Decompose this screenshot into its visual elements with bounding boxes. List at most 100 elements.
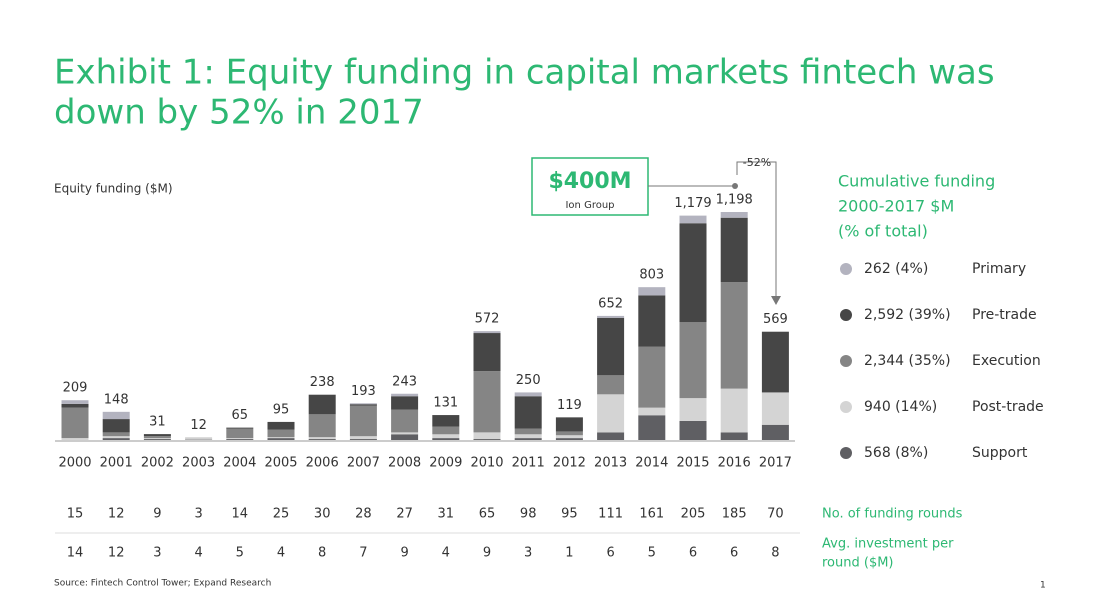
legend-value: 568 (8%) xyxy=(864,445,928,461)
row-value: 8 xyxy=(318,546,326,561)
legend-value: 2,344 (35%) xyxy=(864,353,951,369)
bar-segment xyxy=(103,412,130,419)
bar-segment xyxy=(721,389,748,433)
row-value: 4 xyxy=(194,546,202,561)
bar-segment xyxy=(762,392,789,424)
x-tick-label: 2017 xyxy=(759,456,792,471)
row-value: 3 xyxy=(153,546,161,561)
bar-segment xyxy=(103,438,130,440)
row-value: 9 xyxy=(400,546,408,561)
bar-segment xyxy=(680,216,707,224)
legend-name: Pre-trade xyxy=(972,307,1037,323)
total-label: 119 xyxy=(557,398,582,413)
total-label: 209 xyxy=(63,381,88,396)
bar-segment xyxy=(309,439,336,440)
bar-segment xyxy=(350,439,377,440)
x-tick-label: 2015 xyxy=(676,456,709,471)
bar-segment xyxy=(638,415,665,440)
bar-segment xyxy=(474,432,501,439)
bar-segment xyxy=(432,415,459,427)
row-value: 6 xyxy=(730,546,738,561)
x-tick-label: 2001 xyxy=(100,456,133,471)
bar-segment xyxy=(556,438,583,440)
legend-name: Primary xyxy=(972,261,1026,277)
annotation-text: Ion Group xyxy=(565,200,614,211)
total-label: 193 xyxy=(351,384,376,399)
total-label: 569 xyxy=(763,312,788,327)
page-number: 1 xyxy=(1040,581,1046,591)
row-value: 6 xyxy=(606,546,614,561)
bar-segment xyxy=(309,437,336,439)
legend-title: (% of total) xyxy=(838,222,928,241)
row-value: 12 xyxy=(108,546,125,561)
x-tick-label: 2006 xyxy=(306,456,339,471)
row-value: 25 xyxy=(273,507,290,522)
row-value: 98 xyxy=(520,507,537,522)
total-label: 1,198 xyxy=(716,193,753,208)
axis-label: Equity funding ($M) xyxy=(54,182,173,196)
bar-segment xyxy=(638,408,665,416)
legend-name: Execution xyxy=(972,353,1041,369)
bar-segment xyxy=(680,398,707,421)
source: Source: Fintech Control Tower; Expand Re… xyxy=(54,579,271,589)
bar-segment xyxy=(597,432,624,440)
row-value: 27 xyxy=(396,507,413,522)
bar-segment xyxy=(638,347,665,408)
row-value: 28 xyxy=(355,507,372,522)
x-tick-label: 2005 xyxy=(264,456,297,471)
x-tick-label: 2000 xyxy=(58,456,91,471)
row-value: 14 xyxy=(232,507,249,522)
bar-segment xyxy=(391,432,418,434)
bar-segment xyxy=(432,427,459,435)
x-tick-label: 2008 xyxy=(388,456,421,471)
bar-segment xyxy=(226,428,253,429)
bar-segment xyxy=(62,400,89,404)
total-label: 65 xyxy=(232,408,249,423)
bar-segment xyxy=(62,404,89,408)
bar-segment xyxy=(721,432,748,440)
bar-segment xyxy=(268,422,295,430)
row-value: 3 xyxy=(524,546,532,561)
total-label: 95 xyxy=(273,402,290,417)
bar-segment xyxy=(474,439,501,440)
legend-value: 262 (4%) xyxy=(864,261,928,277)
total-label: 238 xyxy=(310,375,335,390)
x-tick-label: 2004 xyxy=(223,456,256,471)
bar-segment xyxy=(597,375,624,394)
bar-segment xyxy=(515,392,542,396)
legend-swatch xyxy=(840,309,852,321)
row-value: 9 xyxy=(483,546,491,561)
row-value: 3 xyxy=(194,507,202,522)
total-label: 31 xyxy=(149,415,166,430)
row-label: No. of funding rounds xyxy=(822,507,963,522)
bar-segment xyxy=(474,331,501,333)
legend-value: 2,592 (39%) xyxy=(864,307,951,323)
row-value: 14 xyxy=(67,546,84,561)
chart-title: Exhibit 1: Equity funding in capital mar… xyxy=(54,53,995,93)
legend-value: 940 (14%) xyxy=(864,399,937,415)
bar-segment xyxy=(391,410,418,433)
bar-segment xyxy=(597,316,624,318)
bar-segment xyxy=(515,434,542,438)
bar-segment xyxy=(762,425,789,440)
legend-swatch xyxy=(840,401,852,413)
bar-segment xyxy=(62,408,89,438)
bar-segment xyxy=(474,333,501,371)
bar-segment xyxy=(144,438,171,439)
chart-title: down by 52% in 2017 xyxy=(54,93,424,133)
x-tick-label: 2009 xyxy=(429,456,462,471)
row-value: 4 xyxy=(442,546,450,561)
legend-name: Support xyxy=(972,445,1028,461)
bar-segment xyxy=(391,434,418,440)
row-value: 6 xyxy=(689,546,697,561)
bar-segment xyxy=(721,212,748,218)
change-label: -52% xyxy=(743,156,771,169)
row-value: 5 xyxy=(648,546,656,561)
bar-segment xyxy=(103,436,130,438)
bar-segment xyxy=(350,406,377,436)
bar-segment xyxy=(103,419,130,432)
bar-segment xyxy=(680,322,707,398)
total-label: 250 xyxy=(516,373,541,388)
bar-segment xyxy=(350,404,377,406)
